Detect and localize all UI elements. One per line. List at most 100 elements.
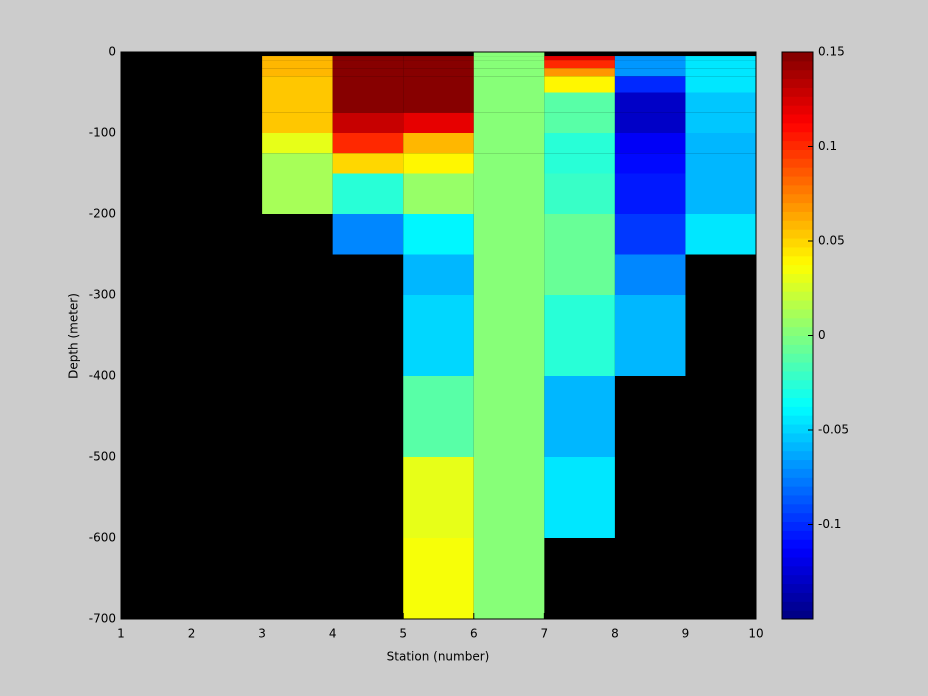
cell: [403, 68, 474, 77]
colorbar-swatch: [782, 450, 813, 461]
cell: [473, 60, 545, 69]
cell: [614, 153, 686, 174]
cell: [332, 153, 404, 174]
cell: [473, 153, 545, 174]
colorbar-swatch: [782, 211, 813, 221]
cell: [403, 133, 474, 154]
cell: [262, 112, 333, 133]
cell: [685, 68, 756, 77]
cell: [403, 173, 474, 214]
cell: [262, 92, 333, 113]
colorbar-swatch: [782, 246, 813, 257]
cell: [403, 60, 474, 69]
cell: [544, 457, 615, 538]
colorbar-swatch: [782, 52, 813, 62]
cell: [473, 56, 545, 61]
x-tick-label: 6: [470, 627, 478, 641]
colorbar-swatch: [782, 353, 813, 363]
cell: [685, 173, 756, 214]
colorbar-swatch: [782, 548, 813, 558]
cell: [473, 112, 545, 133]
cell: [614, 173, 686, 214]
cell: [332, 56, 404, 61]
colorbar-swatch: [782, 530, 813, 540]
cell: [544, 133, 615, 154]
cell: [403, 214, 474, 255]
colorbar-swatch: [782, 406, 813, 416]
colorbar-swatch: [782, 468, 813, 478]
x-tick-label: 9: [682, 627, 690, 641]
colorbar-swatch: [782, 503, 813, 514]
cell: [262, 173, 333, 214]
y-tick-label: 0: [108, 45, 116, 59]
cell: [544, 112, 615, 133]
cell: [473, 538, 545, 619]
colorbar-swatch: [782, 105, 813, 115]
colorbar-swatch: [782, 388, 813, 399]
colorbar-tick-label: 0.1: [818, 139, 837, 153]
cell: [544, 92, 615, 113]
colorbar-swatch: [782, 114, 813, 124]
colorbar-swatch: [782, 370, 813, 381]
axes-frame: [120, 51, 757, 620]
colorbar-swatch: [782, 610, 813, 620]
cell: [403, 295, 474, 376]
cell: [403, 538, 474, 619]
colorbar-swatch: [782, 521, 813, 531]
x-tick-label: 3: [258, 627, 266, 641]
cell: [685, 60, 756, 69]
y-axis-label: Depth (meter): [67, 293, 81, 379]
colorbar-swatch: [782, 459, 813, 469]
colorbar-swatch: [782, 282, 813, 292]
cells: [262, 52, 756, 619]
cell: [262, 56, 333, 61]
colorbar-swatch: [782, 539, 813, 549]
colorbar-swatch: [782, 441, 813, 452]
cell: [262, 76, 333, 93]
colorbar-swatch: [782, 415, 813, 425]
colorbar-swatch: [782, 158, 813, 168]
cell: [544, 68, 615, 77]
cell: [473, 295, 545, 376]
colorbar-swatch: [782, 255, 813, 266]
x-axis-label: Station (number): [387, 650, 490, 664]
cell: [685, 133, 756, 154]
cell: [473, 214, 545, 255]
cell: [403, 376, 474, 457]
colorbar-swatch: [782, 220, 813, 230]
colorbar-swatch: [782, 556, 813, 567]
colorbar-tick-label: -0.05: [818, 423, 849, 437]
colorbar-swatch: [782, 326, 813, 336]
cell: [262, 60, 333, 69]
x-tick-label: 4: [329, 627, 337, 641]
y-tick-label: -600: [89, 531, 116, 545]
colorbar-swatch: [782, 78, 813, 88]
colorbar-swatch: [782, 335, 813, 345]
cell: [332, 92, 404, 113]
y-tick-label: -400: [89, 369, 116, 383]
cell: [544, 173, 615, 214]
cell: [544, 254, 615, 295]
cell: [403, 56, 474, 61]
colorbar-swatch: [782, 202, 813, 212]
y-tick-label: -300: [89, 288, 116, 302]
colorbar-swatch: [782, 122, 813, 133]
cell: [614, 295, 686, 376]
colorbar-swatch: [782, 176, 813, 186]
colorbar-swatch: [782, 601, 813, 611]
cell: [614, 56, 686, 61]
cell: [685, 92, 756, 113]
colorbar-swatch: [782, 424, 813, 434]
cell: [403, 112, 474, 133]
y-tick-label: -200: [89, 207, 116, 221]
cell: [473, 52, 545, 57]
y-tick-label: -700: [89, 612, 116, 626]
cell: [685, 112, 756, 133]
colorbar-swatch: [782, 494, 813, 505]
colorbar-swatch: [782, 574, 813, 585]
colorbar-swatch: [782, 397, 813, 407]
cell: [332, 133, 404, 154]
cell: [473, 68, 545, 77]
cell: [332, 76, 404, 93]
